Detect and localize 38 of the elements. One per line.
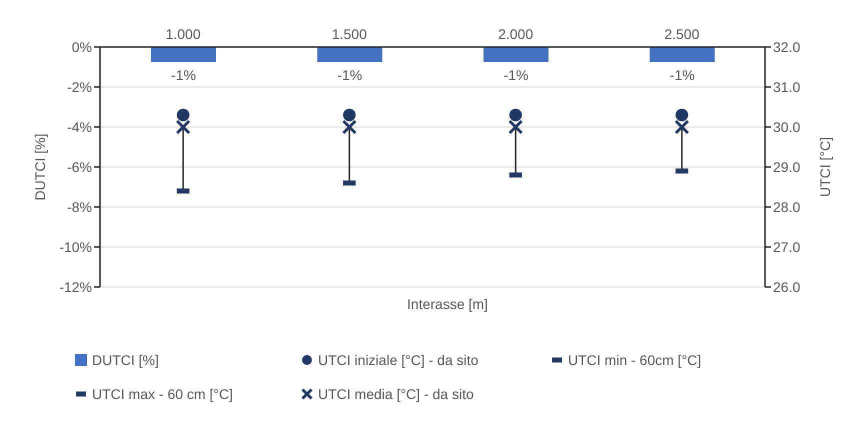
data-label: -1% [337, 67, 362, 83]
y2-tick-label: 30.0 [773, 118, 800, 135]
y-tick-label: -10% [59, 238, 92, 255]
y-tick-label: -12% [59, 278, 92, 295]
point [343, 108, 356, 122]
y2-tick-label: 29.0 [773, 158, 800, 175]
x-tick-label: 1.500 [332, 26, 368, 42]
y-axis-title: DUTCI [%] [32, 134, 48, 200]
legend-label: UTCI media [°C] - da sito [318, 386, 474, 402]
data-label: -1% [670, 67, 695, 83]
y-tick-label: -2% [67, 78, 92, 95]
x-axis-title: Interasse [m] [406, 296, 489, 312]
y-tick-label: -6% [67, 158, 92, 175]
y2-tick-label: 31.0 [773, 78, 800, 95]
x-tick-label: 2.000 [498, 26, 534, 42]
y2-tick-label: 28.0 [773, 198, 800, 215]
y-tick-label: -4% [67, 118, 92, 135]
y2-axis-title: UTCI [°C] [816, 136, 833, 198]
point [176, 120, 190, 134]
y-tick-label: 0% [72, 38, 92, 55]
point [674, 120, 689, 134]
y2-tick-label: 32.0 [773, 38, 800, 55]
y2-tick-label: 26.0 [773, 278, 800, 295]
legend-label: DUTCI [%] [92, 352, 159, 368]
legend-label: UTCI iniziale [°C] - da sito [318, 352, 478, 368]
y2-tick-label: 27.0 [773, 238, 800, 255]
point [676, 108, 688, 122]
y-tick-label: -8% [67, 198, 92, 215]
x-tick-label: 2.500 [664, 26, 700, 42]
point [176, 108, 190, 122]
data-label: -1% [504, 67, 528, 83]
point [342, 120, 356, 134]
point [509, 108, 522, 122]
legend-label: UTCI max - 60 cm [°C] [92, 386, 233, 402]
point [508, 120, 523, 134]
x-tick-label: 1.000 [166, 26, 201, 42]
legend-label: UTCI min - 60cm [°C] [568, 352, 702, 368]
data-label: -1% [171, 67, 196, 83]
